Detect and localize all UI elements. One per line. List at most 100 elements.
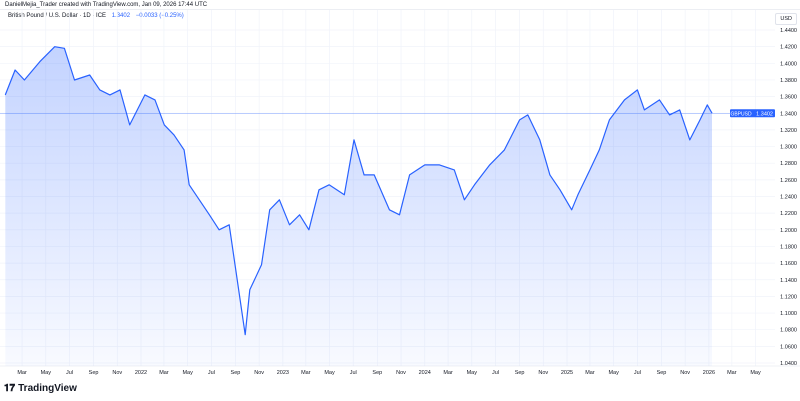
area-fill (5, 46, 713, 366)
data-point (289, 224, 290, 226)
x-tick-label: Nov (680, 370, 690, 376)
data-point (707, 104, 708, 106)
price-tag-bg (730, 109, 775, 118)
y-tick-label: 1.3000 (780, 145, 797, 151)
data-point (598, 149, 600, 151)
x-tick-label: Nov (254, 370, 264, 376)
brand-name: TradingView (18, 383, 77, 394)
y-tick-label: 1.2400 (780, 195, 797, 201)
x-tick-label: Jul (66, 370, 73, 376)
data-point (589, 169, 591, 171)
data-point (389, 209, 390, 211)
y-tick-label: 1.0800 (780, 328, 797, 334)
data-point (679, 109, 681, 111)
data-point (54, 46, 56, 47)
data-point (644, 109, 645, 111)
data-point (89, 74, 90, 76)
y-tick-label: 1.0400 (780, 361, 797, 367)
data-point (669, 114, 670, 116)
data-point (659, 99, 660, 101)
y-tick-label: 1.2200 (780, 211, 797, 217)
data-point (609, 119, 610, 121)
data-point (549, 174, 551, 176)
y-tick-label: 1.1400 (780, 278, 797, 284)
symbol-title: British Pound / U.S. Dollar · 1D · ICE (8, 13, 107, 19)
y-tick-label: 1.4200 (780, 45, 797, 51)
data-point (99, 89, 101, 91)
top-border (0, 9, 800, 10)
data-point (129, 124, 131, 126)
x-tick-label: Jul (492, 370, 499, 376)
y-tick-label: 1.1800 (780, 244, 797, 250)
y-tick-label: 1.3200 (780, 128, 797, 134)
x-tick-label: Mar (727, 370, 737, 376)
x-tick-label: May (467, 370, 478, 376)
x-tick-label: Nov (396, 370, 406, 376)
price-tag-value: 1.3402 (756, 111, 773, 117)
y-tick-label: 1.1200 (780, 294, 797, 300)
data-point (5, 94, 6, 96)
data-point (439, 164, 440, 166)
price-change: −0.0033 (−0.25%) (135, 13, 184, 19)
data-point (519, 119, 520, 121)
x-tick-label: 2026 (703, 370, 715, 376)
y-tick-label: 1.4000 (780, 61, 797, 67)
data-point (199, 199, 200, 201)
data-point (279, 199, 280, 201)
data-point (164, 124, 165, 126)
data-point (209, 214, 210, 216)
last-price: 1.3402 (111, 13, 131, 19)
data-point (14, 69, 16, 71)
data-point (399, 214, 400, 216)
x-tick-label: Sep (515, 370, 525, 376)
price-tag-symbol: GBPUSD (730, 111, 752, 117)
x-tick-label: 2023 (277, 370, 289, 376)
data-point (489, 164, 490, 166)
tradingview-logo[interactable]: 𝟏𝟕 TradingView (4, 383, 77, 394)
data-point (577, 194, 579, 196)
data-point (119, 89, 121, 91)
x-tick-label: 2022 (135, 370, 147, 376)
currency-button[interactable]: USD (775, 13, 797, 25)
data-point (373, 174, 375, 176)
data-point (183, 149, 185, 151)
x-tick-label: Mar (585, 370, 595, 376)
data-point (343, 194, 345, 196)
data-point (453, 169, 455, 171)
y-tick-label: 1.3800 (780, 78, 797, 84)
x-tick-label: Mar (301, 370, 311, 376)
x-tick-label: Sep (89, 370, 99, 376)
data-point (559, 189, 561, 191)
y-tick-label: 1.2000 (780, 228, 797, 234)
data-point (689, 139, 691, 141)
y-tick-label: 1.1600 (780, 261, 797, 267)
x-tick-label: Sep (231, 370, 241, 376)
data-point (464, 199, 465, 201)
data-point (39, 61, 41, 62)
data-point (504, 149, 505, 151)
data-point (254, 279, 255, 281)
data-point (74, 79, 75, 81)
y-tick-label: 1.1000 (780, 311, 797, 317)
symbol-legend[interactable]: British Pound / U.S. Dollar · 1D · ICE 1… (8, 13, 184, 19)
data-point (154, 99, 156, 101)
data-point (328, 184, 330, 186)
x-tick-label: Nov (538, 370, 548, 376)
credit-text: DanielMejia_Trader created with TradingV… (5, 2, 208, 8)
y-tick-label: 1.0600 (780, 344, 797, 350)
data-point (64, 48, 65, 49)
data-point (228, 224, 230, 226)
data-point (299, 214, 300, 216)
data-point (188, 184, 190, 186)
x-tick-label: May (608, 370, 619, 376)
data-point (218, 229, 220, 231)
tradingview-logo-icon: 𝟏𝟕 (4, 383, 16, 394)
y-tick-label: 1.2800 (780, 161, 797, 167)
data-point (353, 139, 355, 141)
data-point (144, 94, 146, 96)
data-point (308, 229, 310, 231)
x-tick-label: Jul (208, 370, 215, 376)
x-tick-label: 2025 (561, 370, 573, 376)
